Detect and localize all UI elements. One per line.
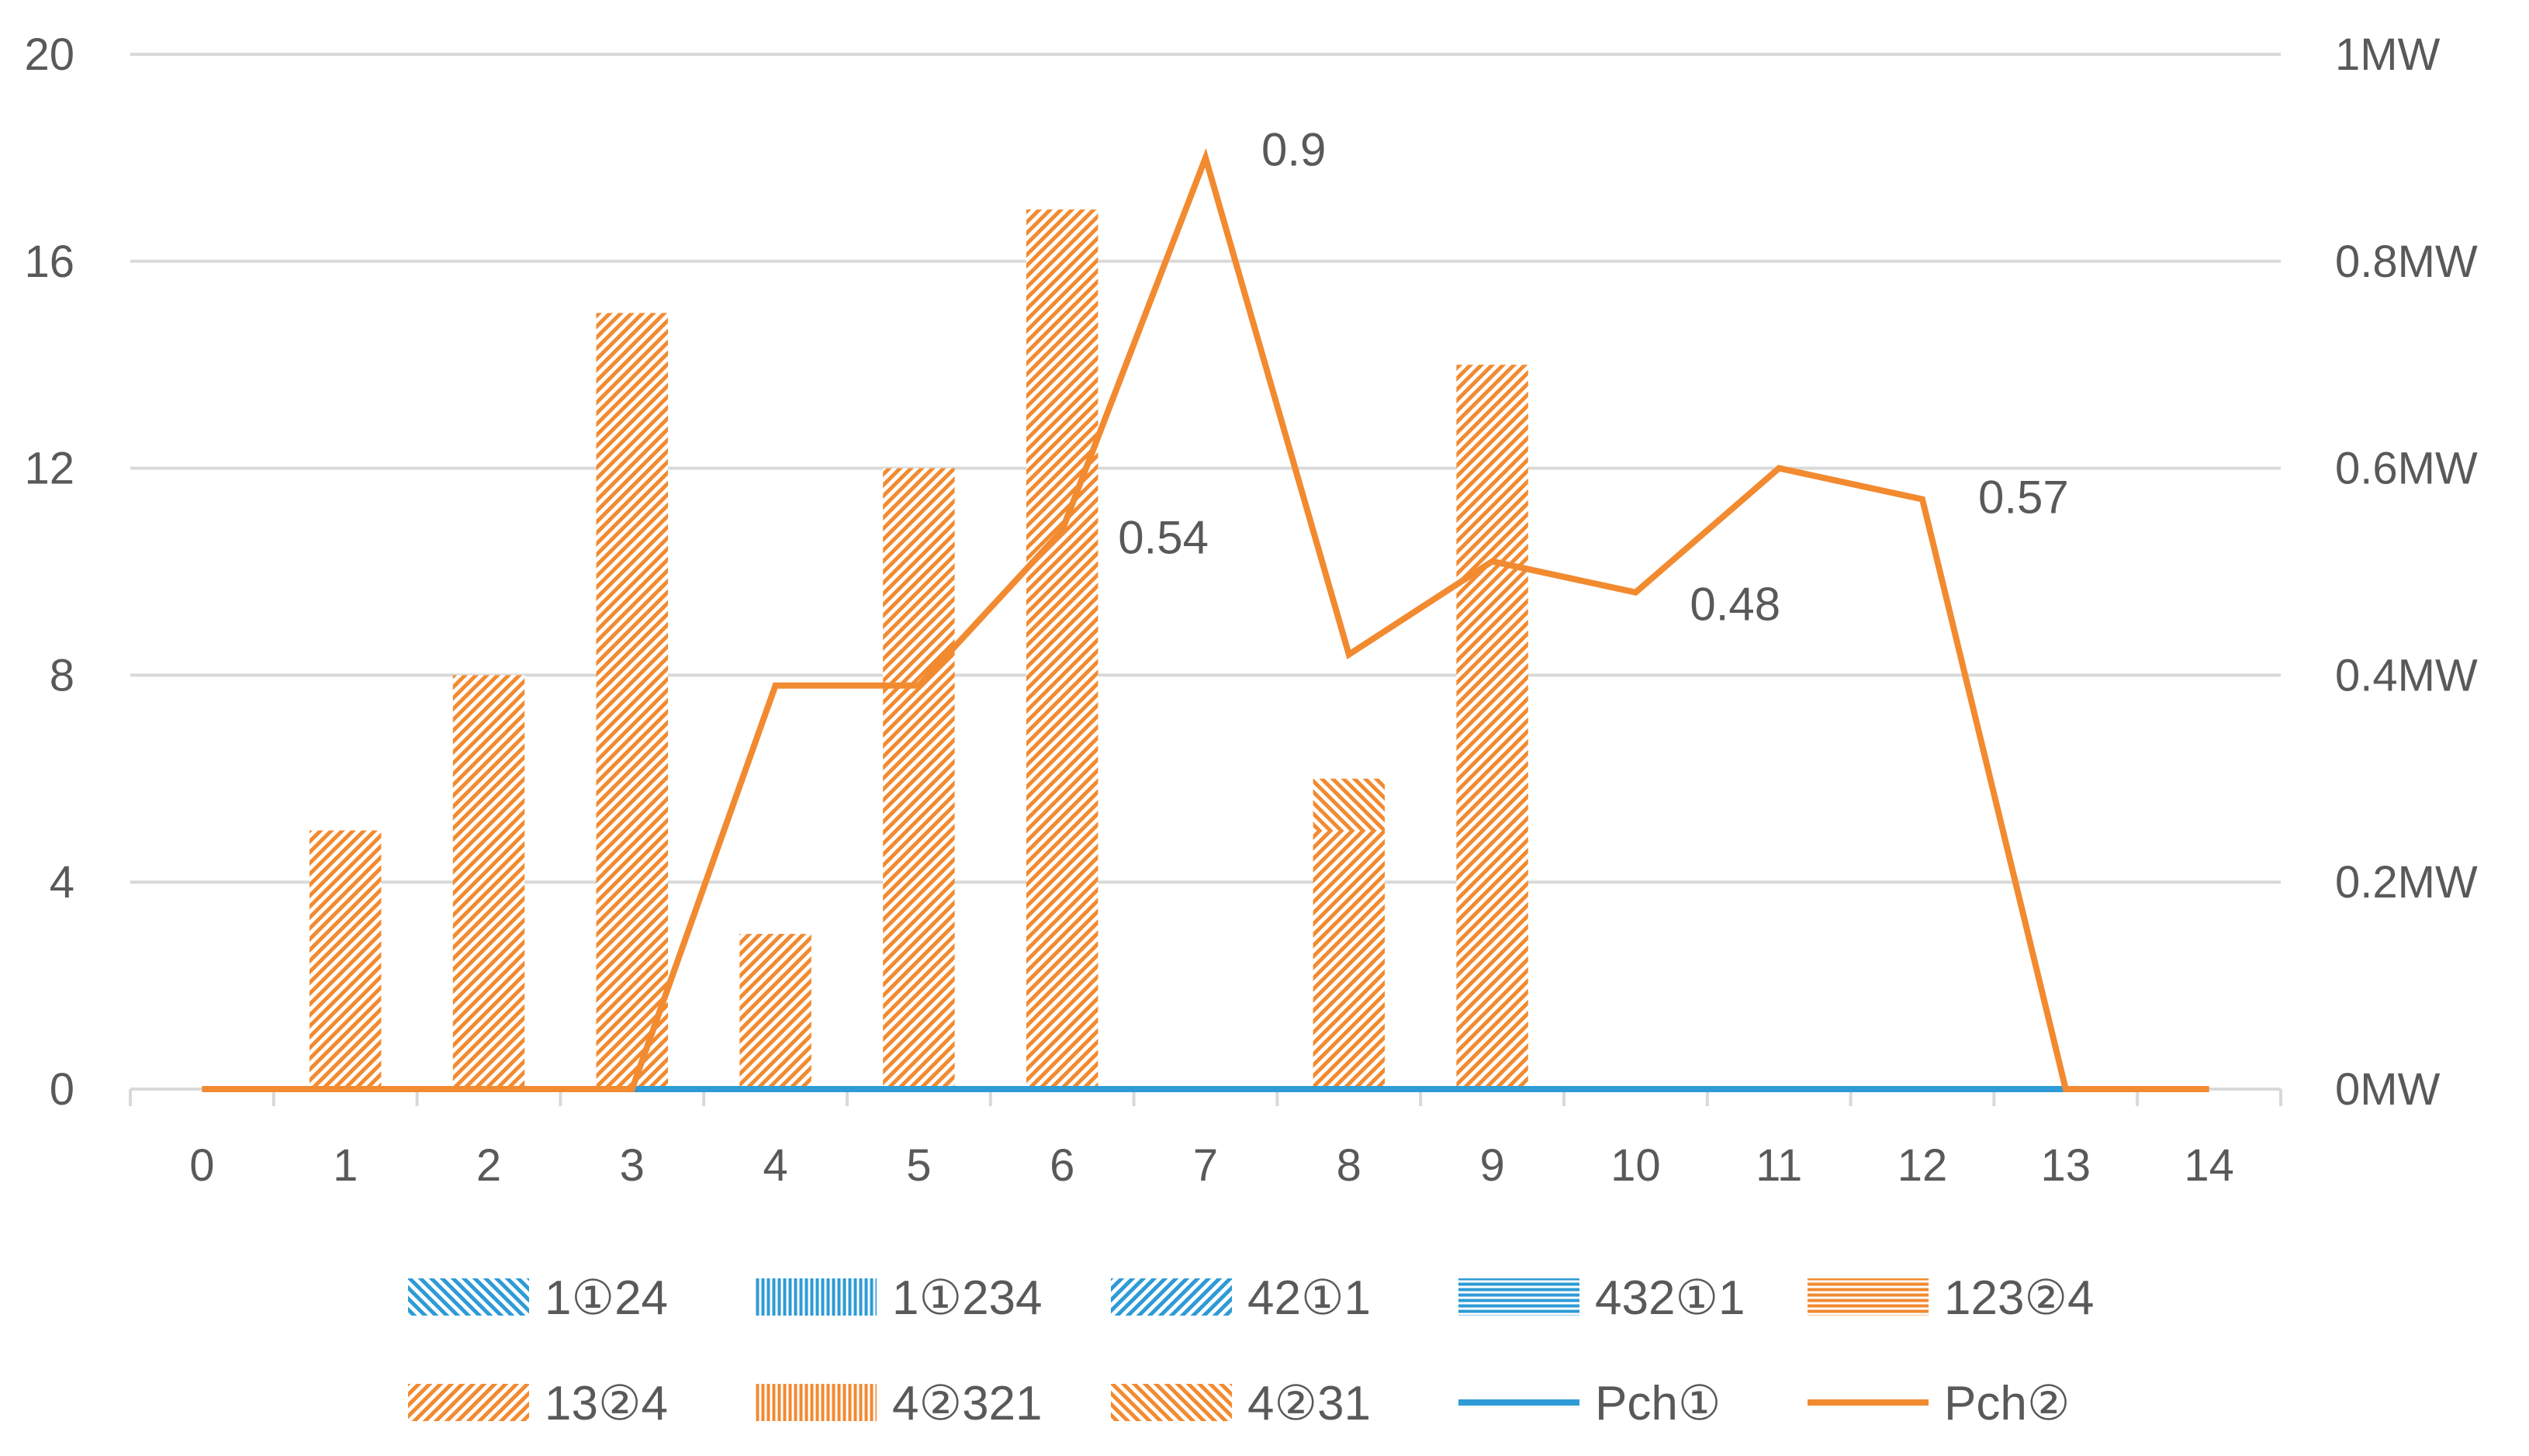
legend-label: Pch② — [1944, 1377, 2070, 1430]
x-tick-label: 10 — [1610, 1140, 1661, 1191]
y-right-tick-label: 1MW — [2335, 29, 2441, 80]
line-series-Pch② — [202, 147, 2209, 1092]
legend-label: 123②4 — [1944, 1271, 2095, 1325]
x-tick-label: 6 — [1050, 1140, 1074, 1191]
x-tick-label: 2 — [476, 1140, 501, 1191]
bar-series-group — [310, 209, 1528, 1090]
bar-4②31-8 — [1313, 778, 1385, 831]
legend-swatch — [756, 1384, 877, 1421]
y-right-tick-label: 0.6MW — [2335, 444, 2478, 494]
data-label: 0.9 — [1261, 123, 1326, 175]
legend-label: 1①234 — [892, 1271, 1043, 1325]
legend-label: 4②31 — [1247, 1377, 1371, 1430]
x-tick-label: 4 — [763, 1140, 787, 1191]
legend-label: 432①1 — [1595, 1271, 1745, 1325]
y-left-tick-label: 4 — [50, 857, 74, 908]
legend-swatch — [756, 1278, 877, 1316]
x-tick-label: 7 — [1193, 1140, 1218, 1191]
y-left-tick-label: 0 — [50, 1064, 74, 1115]
x-tick-label: 13 — [2041, 1140, 2091, 1191]
legend-swatch — [1111, 1278, 1232, 1316]
legend-label: Pch① — [1595, 1377, 1721, 1430]
legend-label: 1①24 — [545, 1271, 668, 1325]
legend-label: 13②4 — [545, 1377, 668, 1430]
x-tick-label: 9 — [1479, 1140, 1504, 1191]
y-left-tick-label: 12 — [24, 444, 74, 494]
bar-13②4-2 — [452, 675, 525, 1089]
x-tick-label: 12 — [1898, 1140, 1948, 1191]
y-right-tick-label: 0.4MW — [2335, 650, 2478, 700]
legend: 1①24 1①234 42①1 432①1 123②4 13②4 4②321 4②31 Pch①… — [408, 1271, 2095, 1430]
x-tick-label: 8 — [1337, 1140, 1361, 1191]
y-left-tick-label: 8 — [50, 650, 74, 700]
x-tick-label: 14 — [2184, 1140, 2234, 1191]
data-label: 0.54 — [1118, 512, 1209, 564]
bar-13②4-9 — [1456, 365, 1528, 1089]
data-labels: 0.54 0.9 0.48 0.57 — [1118, 123, 2069, 630]
line-series-group — [202, 147, 2209, 1092]
bar-13②4-5 — [883, 468, 955, 1089]
bar-13②4-3 — [596, 313, 668, 1089]
x-tick-label: 11 — [1756, 1140, 1802, 1191]
y-left-tick-label: 16 — [24, 237, 74, 287]
legend-label: 4②321 — [892, 1377, 1043, 1430]
y-left-tick-label: 20 — [24, 29, 74, 80]
y-right-tick-label: 0MW — [2335, 1064, 2441, 1115]
data-label: 0.48 — [1690, 579, 1780, 631]
data-label: 0.57 — [1978, 472, 2069, 524]
x-tick-label: 3 — [620, 1140, 645, 1191]
bar-13②4-1 — [310, 830, 382, 1089]
y-right-tick-label: 0.8MW — [2335, 237, 2478, 287]
legend-swatch — [1111, 1384, 1232, 1421]
x-tick-label: 5 — [906, 1140, 931, 1191]
bar-13②4-8 — [1313, 830, 1385, 1089]
x-tick-label: 0 — [189, 1140, 214, 1191]
y-right-tick-label: 0.2MW — [2335, 857, 2478, 908]
legend-swatch — [1808, 1278, 1929, 1316]
legend-swatch — [408, 1384, 529, 1421]
bar-13②4-4 — [739, 933, 811, 1089]
x-tick-label: 1 — [333, 1140, 358, 1191]
legend-label: 42①1 — [1247, 1271, 1371, 1325]
legend-swatch — [1458, 1278, 1579, 1316]
legend-swatch — [408, 1278, 529, 1316]
bar-13②4-6 — [1026, 209, 1098, 1090]
